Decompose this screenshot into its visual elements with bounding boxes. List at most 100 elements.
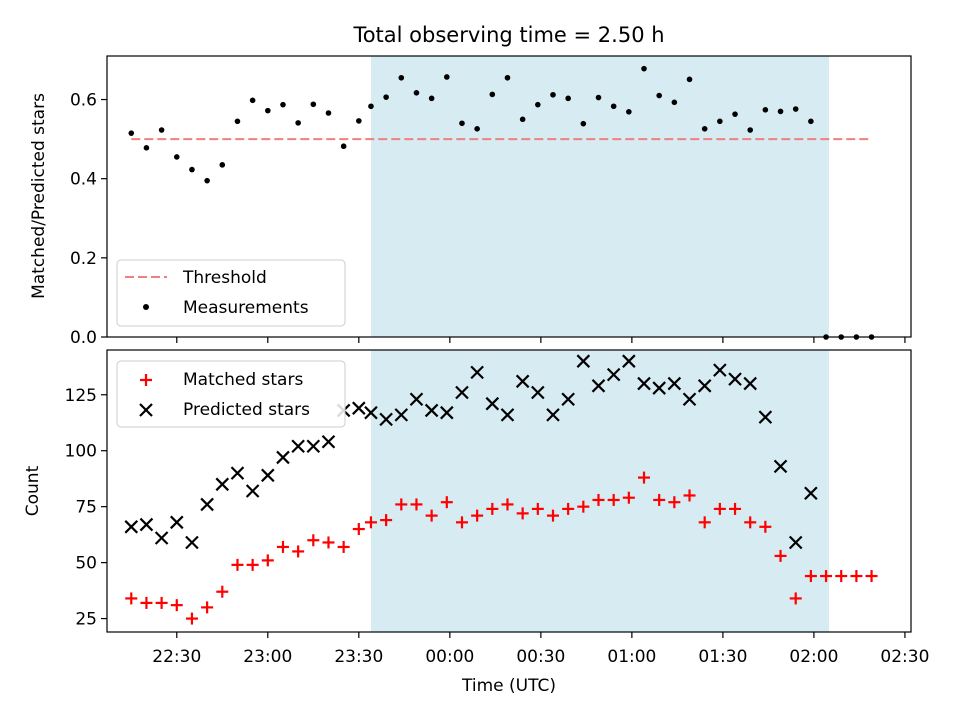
predicted-star-point — [652, 381, 666, 395]
x-tick-label: 22:30 — [152, 647, 201, 667]
predicted-star-point — [352, 401, 366, 415]
predicted-star-point — [758, 410, 773, 424]
matched-star-point — [140, 596, 153, 609]
measurement-point — [550, 91, 556, 98]
matched-star-point — [125, 592, 138, 605]
matched-star-point — [261, 554, 274, 567]
bottom-axes-frame — [106, 349, 912, 633]
matched-star-point — [729, 502, 742, 515]
bottom-shaded-region — [370, 350, 830, 632]
predicted-star-point — [531, 385, 545, 400]
measurement-point — [747, 127, 753, 133]
top-y-ticks: 0.0 0.2 0.4 0.6 — [70, 91, 107, 348]
x-tick-label: 23:00 — [243, 647, 292, 667]
matched-star-point — [231, 558, 244, 571]
predicted-star-point — [622, 354, 636, 368]
measurement-point — [808, 118, 814, 125]
predicted-star-point — [306, 439, 321, 454]
bottom-panel: 25 50 75 100 125 22:30 23:00 23:30 00:00 00:30 01… — [23, 349, 929, 696]
measurement-point — [219, 162, 226, 168]
matched-star-point — [804, 570, 817, 583]
matched-star-point — [668, 496, 681, 509]
measurement-point — [595, 94, 602, 101]
measurement-point — [249, 97, 256, 104]
predicted-star-point — [804, 486, 818, 501]
bottom-x-ticks: 22:30 23:00 23:30 00:00 00:30 01:00 01:30 02:00… — [152, 632, 929, 667]
predicted-star-point — [424, 403, 439, 418]
matched-star-point — [683, 489, 696, 502]
y-tick-label: 125 — [65, 386, 97, 406]
measurement-point — [173, 154, 180, 160]
matched-star-point — [455, 516, 468, 529]
predicted-star-point — [170, 515, 184, 530]
matched-star-point — [410, 498, 423, 511]
predicted-star-point — [124, 520, 139, 534]
measurement-point — [489, 91, 496, 98]
top-axes-frame — [106, 55, 912, 338]
predicted-star-point — [773, 459, 788, 474]
measurement-point — [535, 101, 541, 108]
top-y-axis-label: Matched/Predicted stars — [29, 93, 49, 299]
matched-star-point — [501, 498, 514, 511]
predicted-star-point — [606, 367, 621, 382]
predicted-star-point — [591, 379, 606, 393]
predicted-star-point — [364, 405, 378, 420]
measurement-point — [356, 118, 362, 124]
legend-predicted-swatch — [139, 403, 153, 417]
matched-star-point — [546, 509, 559, 522]
predicted-star-point — [485, 396, 500, 411]
measurement-point — [626, 109, 632, 115]
matched-star-point — [638, 471, 651, 484]
x-tick-label: 01:00 — [607, 647, 656, 667]
x-tick-label: 02:00 — [789, 647, 838, 667]
ratio-points — [128, 65, 875, 340]
legend-predicted-label: Predicted stars — [183, 400, 310, 420]
measurement-point — [383, 94, 389, 100]
measurement-point — [398, 74, 405, 81]
predicted-star-point — [440, 405, 454, 420]
matched-star-point — [380, 514, 393, 527]
y-tick-label: 100 — [65, 442, 97, 462]
measurement-point — [641, 65, 647, 72]
predicted-star-point — [637, 376, 651, 391]
y-tick-label: 0.0 — [70, 328, 97, 348]
measurement-point — [413, 90, 420, 96]
predicted-star-point — [379, 412, 393, 427]
predicted-star-point — [200, 497, 214, 512]
measurement-point — [504, 74, 511, 81]
legend-threshold-label: Threshold — [182, 268, 267, 288]
matched-star-point — [607, 493, 620, 506]
measurement-point — [777, 108, 784, 115]
bottom-y-axis-label: Count — [23, 465, 43, 516]
predicted-star-point — [515, 374, 530, 389]
matched-star-point — [425, 509, 438, 522]
x-tick-label: 01:30 — [698, 647, 747, 667]
measurement-point — [428, 95, 435, 102]
top-panel: 0.0 0.2 0.4 0.6 Matched/Predicted stars Thr… — [29, 55, 912, 348]
matched-star-point — [865, 570, 878, 583]
matched-star-point — [820, 570, 833, 583]
predicted-star-point — [139, 517, 154, 532]
predicted-star-point — [697, 379, 712, 393]
x-tick-label: 23:30 — [334, 647, 383, 667]
matched-star-point — [486, 502, 499, 515]
measurement-point — [701, 126, 708, 132]
measurement-point — [444, 74, 450, 80]
x-tick-label: 00:00 — [425, 647, 474, 667]
y-tick-label: 50 — [75, 554, 97, 574]
predicted-star-point — [409, 392, 424, 407]
matched-star-point — [744, 516, 757, 529]
legend-matched-label: Matched stars — [183, 370, 303, 390]
predicted-star-point — [713, 363, 727, 377]
measurement-point — [610, 103, 617, 110]
predicted-star-point — [743, 376, 757, 391]
matched-star-point — [364, 516, 377, 529]
measurement-point — [265, 107, 271, 114]
legend-measurements-label: Measurements — [183, 298, 309, 318]
predicted-star-point — [230, 466, 245, 480]
measurement-point — [128, 130, 135, 136]
matched-star-point — [622, 491, 635, 504]
matched-star-point — [201, 601, 214, 614]
top-shaded-region — [370, 56, 830, 337]
matched-star-point — [653, 493, 666, 506]
